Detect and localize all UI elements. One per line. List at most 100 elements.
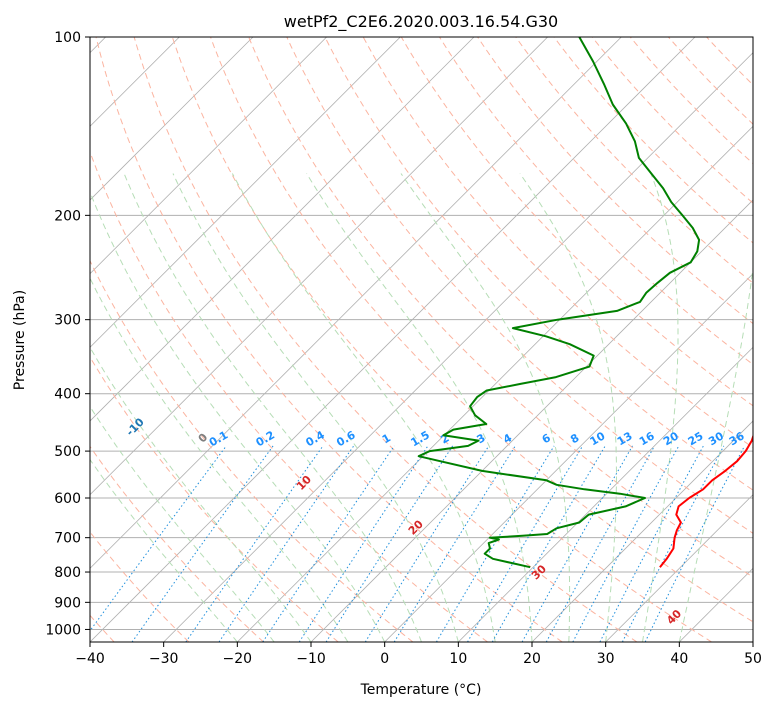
- mixing-ratio-label: 0.4: [304, 428, 328, 449]
- dewpoint-line: [417, 37, 701, 569]
- dry-adiabat-line: [286, 37, 753, 534]
- y-tick-label: 100: [54, 30, 81, 46]
- x-tick-label: −20: [223, 651, 253, 667]
- y-axis: 100 200 300 400 500 600 700 800 900 1000: [45, 30, 90, 638]
- moist-adiabat-line: [172, 173, 459, 642]
- dry-adiabat-line: [90, 259, 414, 642]
- x-tick-label: −40: [75, 651, 105, 667]
- dry-adiabat-line: [438, 37, 753, 366]
- mixing-ratio-line: [435, 445, 555, 642]
- plot-frame: [89, 36, 754, 643]
- dry-adiabat-line: [90, 150, 488, 642]
- moist-adiabat-line: [519, 173, 617, 642]
- isotherm-line: [384, 273, 753, 642]
- dry-adiabat-line: [362, 37, 753, 449]
- dry-adiabat-line: [515, 37, 753, 284]
- dry-adiabat-line: [400, 37, 753, 407]
- mixing-ratio-label: 4: [501, 431, 514, 446]
- y-tick-label: 200: [54, 208, 81, 224]
- dry-adiabat-line: [629, 37, 753, 165]
- dry-adiabat-line: [171, 37, 712, 642]
- mixing-ratio-line: [90, 445, 227, 632]
- mixing-ratio-line: [298, 445, 429, 642]
- mixing-ratio-line: [131, 445, 274, 642]
- moist-adiabat-line: [642, 173, 679, 642]
- x-tick-label: 0: [380, 651, 389, 667]
- dry-adiabat-line: [476, 37, 753, 325]
- y-tick-label: 300: [54, 313, 81, 329]
- dry-adiabat-line: [553, 37, 753, 244]
- y-tick-label: 600: [54, 491, 81, 507]
- x-tick-label: 40: [670, 651, 688, 667]
- y-axis-label: Pressure (hPa): [12, 290, 28, 390]
- mixing-ratio-label: 1: [380, 431, 393, 446]
- temperature-line: [659, 433, 753, 568]
- y-tick-label: 800: [54, 565, 81, 581]
- x-tick-label: −30: [149, 651, 179, 667]
- x-tick-label: 10: [449, 651, 467, 667]
- y-tick-label: 700: [54, 531, 81, 547]
- dry-adiabat-label: 30: [529, 562, 549, 582]
- mixing-ratio-line: [262, 445, 395, 642]
- dry-adiabat-line: [95, 37, 563, 642]
- isotherm-line: [163, 52, 753, 642]
- isotherm-line: [310, 199, 753, 642]
- moist-adiabat-line: [306, 173, 533, 642]
- isotherm-line: [90, 37, 401, 348]
- isotherm-line: [90, 37, 622, 569]
- x-tick-label: 20: [523, 651, 541, 667]
- y-tick-label: 900: [54, 595, 81, 611]
- dry-adiabat-line: [90, 445, 264, 642]
- chart-title: wetPf2_C2E6.2020.003.16.54.G30: [284, 12, 558, 32]
- mixing-ratio-label: 0.6: [334, 428, 358, 449]
- x-axis: −40 −30 −20 −10 0 10 20 30 40 50: [75, 642, 762, 667]
- y-tick-label: 400: [54, 387, 81, 403]
- mixing-ratio-line: [521, 445, 633, 642]
- moist-adiabat-line: [90, 458, 238, 642]
- mixing-ratio-line: [545, 445, 656, 642]
- mixing-ratio-label: 16: [637, 429, 657, 448]
- isotherm-line: [90, 37, 475, 422]
- y-tick-label: 500: [54, 444, 81, 460]
- mixing-ratio-line: [621, 445, 725, 642]
- mixing-ratio-label: 25: [686, 429, 706, 448]
- moist-adiabat-line: [90, 190, 386, 642]
- isotherm-line: [90, 37, 327, 275]
- moist-adiabat-line: [90, 405, 275, 642]
- moist-adiabat-line: [123, 173, 422, 642]
- isotherm-line: [458, 346, 753, 642]
- mixing-ratio-line: [644, 445, 746, 642]
- mixing-ratio-line: [393, 445, 516, 642]
- dry-adiabat-line: [248, 37, 753, 578]
- isotherm-line: [90, 37, 696, 642]
- mixing-ratio-label: 36: [727, 429, 747, 448]
- x-tick-label: 30: [597, 651, 615, 667]
- mixing-ratio-line: [185, 445, 324, 642]
- mixing-ratio-line: [218, 445, 355, 642]
- isotherm-line: [605, 494, 753, 642]
- moist-adiabat-line: [90, 277, 349, 642]
- isotherm-line: [752, 641, 753, 642]
- isotherm-line: [90, 37, 254, 201]
- isotherm-line: [237, 125, 753, 642]
- mixing-ratio-line: [364, 445, 490, 642]
- isotherm-line: [679, 567, 753, 642]
- mixing-ratio-label: 20: [661, 429, 681, 448]
- dry-adiabat-label: 40: [664, 607, 684, 627]
- x-tick-label: −10: [296, 651, 326, 667]
- dry-adiabat-line: [90, 356, 339, 642]
- mixing-ratio-line: [572, 445, 680, 642]
- x-axis-label: Temperature (°C): [360, 682, 482, 698]
- dry-adiabat-label: -10: [124, 415, 147, 438]
- dry-adiabat-line: [591, 37, 753, 204]
- mixing-ratio-label: 8: [568, 431, 581, 446]
- mixing-ratio-label: 6: [540, 431, 553, 446]
- moist-adiabat-line: [231, 173, 496, 642]
- mixing-ratio-line: [467, 445, 584, 642]
- x-tick-label: 50: [744, 651, 762, 667]
- isotherm-line: [531, 420, 753, 642]
- isotherm-line: [90, 37, 548, 496]
- mixing-ratio-label: 10: [588, 429, 608, 448]
- background-lines: [90, 37, 753, 642]
